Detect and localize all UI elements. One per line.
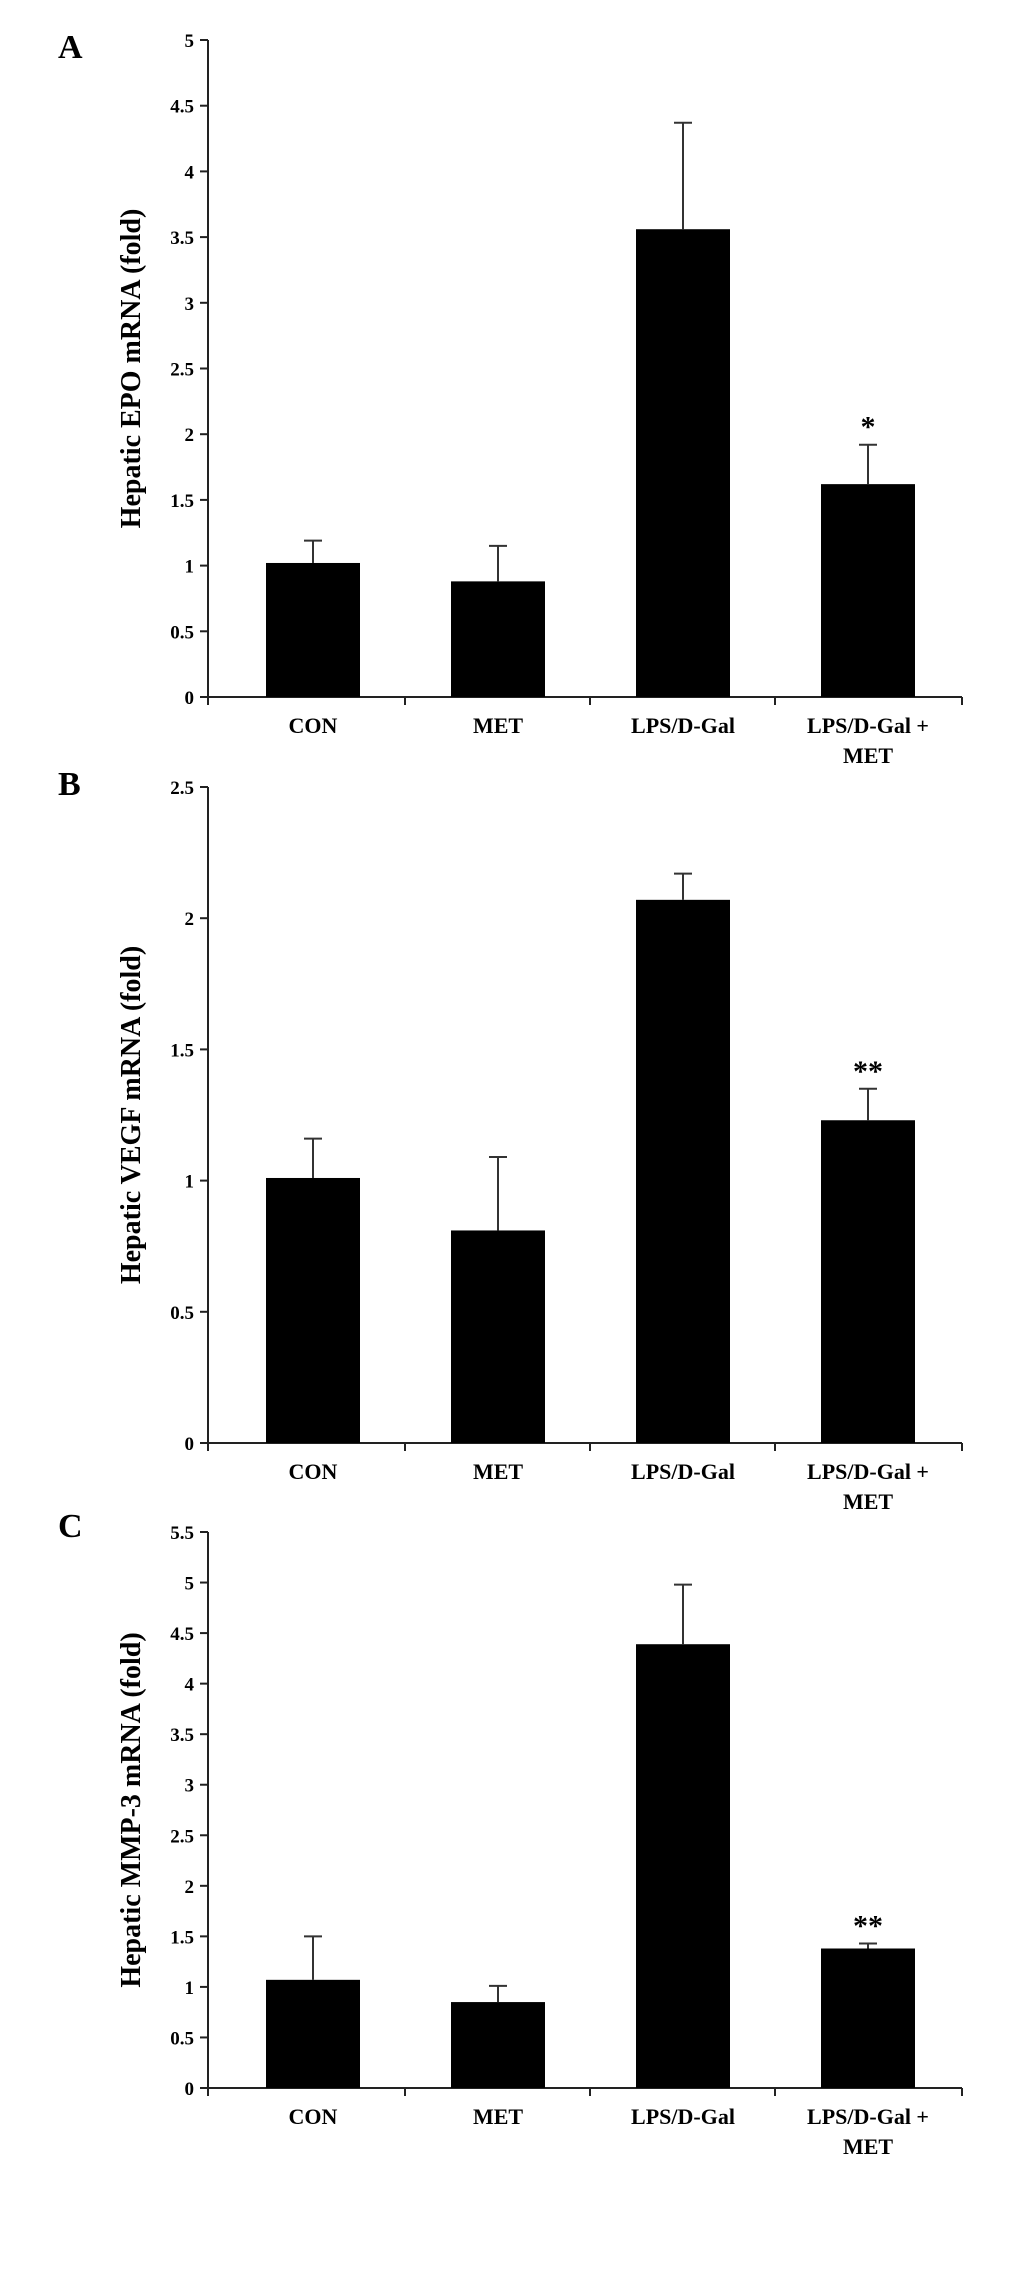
bar [451, 2002, 545, 2088]
y-tick-label: 1.5 [170, 491, 194, 512]
category-label: LPS/D-Gal + [807, 2104, 929, 2129]
category-label: LPS/D-Gal [631, 1459, 735, 1484]
bar [451, 1230, 545, 1443]
y-tick-label: 5.5 [170, 1523, 194, 1544]
bar [266, 1979, 360, 2088]
bar [636, 1644, 730, 2088]
y-tick-label: 2.5 [170, 1826, 194, 1847]
y-tick-label: 2 [185, 1877, 195, 1898]
category-label: MET [843, 743, 893, 768]
y-tick-label: 2 [185, 425, 195, 446]
y-tick-label: 3.5 [170, 228, 194, 249]
y-tick-label: 4.5 [170, 1624, 194, 1645]
bar [821, 484, 915, 697]
y-tick-label: 2.5 [170, 360, 194, 381]
chart-panel-c: C 0 0.5 1 1.5 2 2.5 3 3.5 4 4.5 5 5.5 Hepatic MMP-3 m… [58, 1508, 963, 2159]
category-label: MET [843, 2134, 893, 2159]
category-label: MET [473, 713, 523, 738]
significance-marker: ** [853, 1909, 883, 1942]
y-tick-label: 5 [185, 1574, 195, 1595]
y-tick-label: 3 [185, 1776, 195, 1797]
bar [821, 1120, 915, 1443]
y-tick-label: 0 [185, 1434, 195, 1455]
category-label: LPS/D-Gal + [807, 713, 929, 738]
significance-marker: * [861, 411, 876, 444]
y-tick-label: 3 [185, 294, 195, 315]
y-tick-label: 1.5 [170, 1040, 194, 1061]
category-label: CON [289, 1459, 338, 1484]
category-label: LPS/D-Gal [631, 2104, 735, 2129]
y-axis-label: Hepatic MMP-3 mRNA (fold) [116, 1632, 147, 1987]
y-tick-label: 1 [185, 1978, 195, 1999]
chart-panel-b: B 0 0.5 1 1.5 2 2.5 Hepatic VEGF mRNA (fold) CON… [58, 766, 963, 1514]
y-tick-label: 0 [185, 688, 195, 709]
category-label: CON [289, 713, 338, 738]
category-label: LPS/D-Gal + [807, 1459, 929, 1484]
y-tick-label: 4 [185, 162, 195, 183]
bar [636, 229, 730, 697]
y-tick-label: 1 [185, 557, 195, 578]
category-label: CON [289, 2104, 338, 2129]
panel-label: B [58, 766, 81, 803]
y-tick-label: 1 [185, 1172, 195, 1193]
bar [266, 1177, 360, 1443]
category-label: MET [843, 1489, 893, 1514]
y-tick-label: 5 [185, 31, 195, 52]
bar [451, 581, 545, 697]
y-tick-label: 2 [185, 909, 195, 930]
y-tick-label: 4.5 [170, 97, 194, 118]
panel-label: A [58, 29, 83, 66]
y-tick-label: 2.5 [170, 778, 194, 799]
y-tick-label: 0.5 [170, 622, 194, 643]
significance-marker: ** [853, 1055, 883, 1088]
bar [821, 1948, 915, 2088]
y-tick-label: 4 [185, 1675, 195, 1696]
y-tick-label: 0.5 [170, 2028, 194, 2049]
category-label: LPS/D-Gal [631, 713, 735, 738]
category-label: MET [473, 2104, 523, 2129]
bar [266, 562, 360, 697]
y-axis-label: Hepatic EPO mRNA (fold) [116, 209, 147, 529]
chart-panel-a: A 0 0.5 1 1.5 2 2.5 3 3.5 4 4.5 5 Hepatic EPO mRNA (… [58, 29, 963, 768]
y-tick-label: 1.5 [170, 1927, 194, 1948]
y-tick-label: 0.5 [170, 1303, 194, 1324]
y-axis-label: Hepatic VEGF mRNA (fold) [116, 946, 147, 1284]
y-tick-label: 3.5 [170, 1725, 194, 1746]
panel-label: C [58, 1508, 83, 1545]
y-tick-label: 0 [185, 2079, 195, 2100]
category-label: MET [473, 1459, 523, 1484]
bar [636, 899, 730, 1443]
